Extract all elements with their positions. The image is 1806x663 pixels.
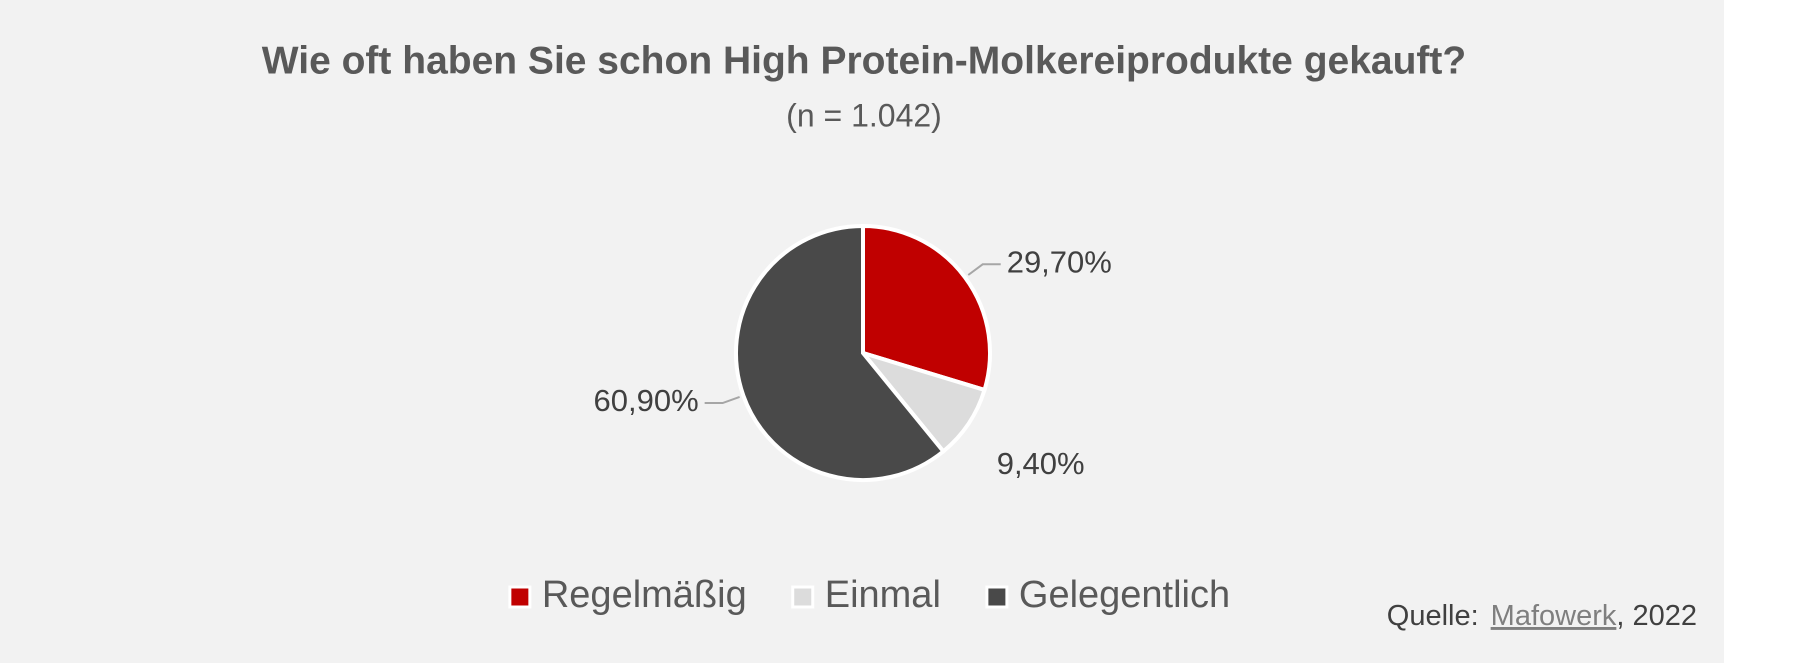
leader-line <box>704 396 740 405</box>
pie-slice <box>861 223 992 393</box>
legend-swatch <box>791 585 815 609</box>
legend-swatch <box>985 585 1009 609</box>
chart-subtitle: (n = 1.042) <box>786 97 942 133</box>
leader-line <box>967 263 1001 276</box>
source-link[interactable]: Mafowerk <box>1491 600 1617 632</box>
pie-slice <box>734 223 947 482</box>
data-label: 9,40% <box>997 446 1085 481</box>
legend-label: Gelegentlich <box>1019 574 1230 616</box>
chart-title: Wie oft haben Sie schon High Protein-Mol… <box>262 39 1466 82</box>
source-prefix: Quelle: <box>1387 600 1479 632</box>
source-suffix: , 2022 <box>1616 600 1697 632</box>
legend-swatch <box>508 585 532 609</box>
source: Quelle: Mafowerk, 2022 <box>1387 600 1697 632</box>
data-label: 60,90% <box>594 383 699 418</box>
data-label: 29,70% <box>1007 244 1112 279</box>
legend-label: Regelmäßig <box>542 574 747 616</box>
legend-label: Einmal <box>825 574 941 616</box>
